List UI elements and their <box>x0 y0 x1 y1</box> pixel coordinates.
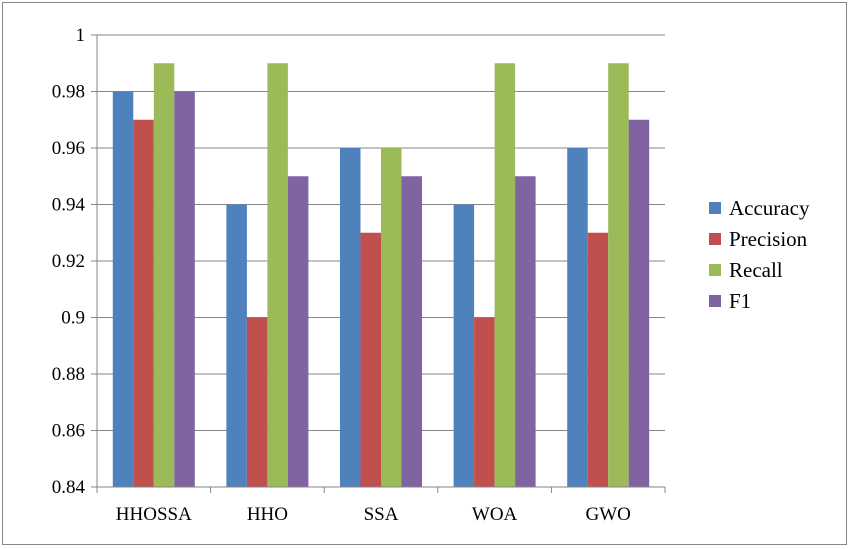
bar-recall-hho <box>267 63 288 487</box>
bar-precision-hho <box>246 317 268 487</box>
legend-swatch-accuracy <box>709 202 721 214</box>
x-tick-label: HHO <box>247 504 288 525</box>
x-tick-label: SSA <box>364 504 399 525</box>
y-tick-label: 0.9 <box>61 308 85 329</box>
x-tick-label: GWO <box>586 504 631 525</box>
bar-recall-woa <box>494 63 516 487</box>
bar-precision-woa <box>474 317 495 487</box>
legend-label-accuracy: Accuracy <box>729 196 810 220</box>
legend-label-recall: Recall <box>729 258 783 282</box>
y-tick-label: 1 <box>76 25 86 46</box>
legend-swatch-recall <box>709 264 721 276</box>
bars <box>112 63 650 487</box>
bar-precision-hhossa <box>133 119 154 487</box>
bar-precision-ssa <box>360 232 381 487</box>
bar-f1-ssa <box>401 176 422 487</box>
bar-f1-hhossa <box>174 91 195 487</box>
bar-accuracy-gwo <box>567 148 588 487</box>
bar-recall-hhossa <box>153 63 175 487</box>
y-tick-label: 0.88 <box>52 364 85 385</box>
x-tick-label: WOA <box>472 504 518 525</box>
y-tick-label: 0.86 <box>52 421 85 442</box>
bar-accuracy-hho <box>226 204 247 487</box>
bar-f1-hho <box>287 176 309 487</box>
bar-accuracy-ssa <box>340 148 361 487</box>
legend-label-f1: F1 <box>729 289 751 313</box>
bar-precision-gwo <box>587 232 609 487</box>
y-tick-label: 0.84 <box>52 477 86 498</box>
y-tick-label: 0.96 <box>52 138 85 159</box>
legend-swatch-f1 <box>709 295 721 307</box>
legend-swatch-precision <box>709 233 721 245</box>
bar-f1-woa <box>515 176 536 487</box>
y-tick-label: 0.92 <box>52 251 85 272</box>
bar-accuracy-woa <box>453 204 475 487</box>
y-tick-label: 0.94 <box>52 195 86 216</box>
bar-accuracy-hhossa <box>112 91 134 487</box>
legend: Accuracy Precision Recall F1 <box>709 196 810 313</box>
y-tick-label: 0.98 <box>52 82 85 103</box>
bar-f1-gwo <box>628 119 650 487</box>
x-tick-label: HHOSSA <box>116 504 192 525</box>
legend-label-precision: Precision <box>729 227 808 251</box>
bar-recall-ssa <box>381 148 402 487</box>
bar-recall-gwo <box>608 63 629 487</box>
